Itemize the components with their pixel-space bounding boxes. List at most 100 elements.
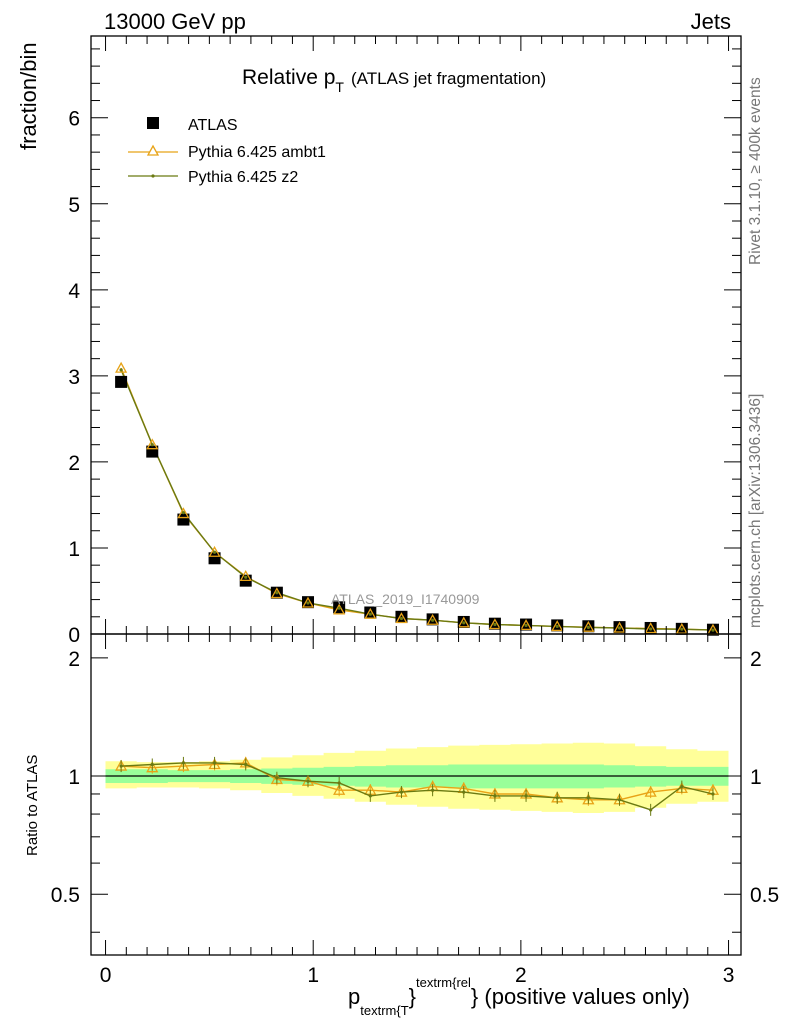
ratio-line-z2 (121, 762, 714, 811)
ambt1-point (457, 616, 470, 628)
x-tick-label: 3 (723, 964, 735, 987)
axes: 0 1 2 3 0 1 2 3 4 5 6 0.5 0.5 1 1 2 2 (51, 36, 779, 987)
z2-point (244, 575, 248, 579)
ratio-point-z2 (275, 776, 279, 780)
ambt1-point (426, 613, 439, 625)
rivet-label: Rivet 3.1.10, ≥ 400k events (747, 77, 764, 265)
z2-point (586, 625, 590, 629)
y-tick-label: 3 (68, 366, 80, 389)
ratio-point-z2 (399, 790, 404, 794)
ratio-point-z2 (337, 781, 341, 785)
z2-point (368, 612, 372, 616)
ratio-y-tick-label-right: 2 (750, 648, 762, 671)
legend-marker-z2 (151, 174, 155, 178)
atlas-point (115, 375, 128, 388)
ratio-point-ambt1 (644, 785, 657, 797)
ratio-point-z2 (586, 796, 590, 800)
atlas-point (177, 513, 190, 526)
ambt1-point (115, 361, 128, 373)
x-tick-label: 0 (100, 964, 112, 987)
ambt1-point (177, 507, 190, 519)
ambt1-point (519, 619, 533, 631)
ambt1-point (301, 596, 315, 608)
z2-point (181, 511, 186, 515)
ratio-y-axis-label: Ratio to ATLAS (24, 755, 41, 856)
ambt1-point (395, 612, 408, 624)
ratio-point-z2 (368, 794, 372, 798)
chart-title: Relative pT (ATLAS jet fragmentation) (242, 66, 546, 95)
ratio-point-z2 (711, 792, 715, 796)
ratio-point-z2 (150, 762, 154, 767)
ambt1-point (208, 545, 221, 557)
ratio-frame (90, 633, 742, 956)
x-tick-label: 2 (515, 964, 527, 987)
y-tick-label: 0 (68, 624, 80, 647)
ratio-point-z2 (493, 794, 497, 798)
ratio-point-z2 (181, 761, 186, 765)
ambt1-point (488, 618, 502, 630)
z2-point (649, 627, 653, 631)
x-tick-label: 1 (307, 964, 319, 987)
z2-point (212, 550, 217, 554)
legend-marker-atlas (147, 117, 159, 129)
ratio-y-tick-label-right: 1 (750, 766, 762, 789)
ratio-point-z2 (617, 798, 622, 802)
z2-point (680, 627, 684, 631)
ratio-panel (105, 742, 729, 816)
main-panel (115, 361, 720, 636)
x-axis-label: ptextrm{T}textrm{rel} (positive values o… (348, 975, 690, 1018)
ratio-y-tick-label-left: 2 (68, 648, 80, 671)
y-tick-label: 6 (68, 108, 80, 131)
ratio-point-z2 (306, 779, 310, 783)
ratio-point-z2 (244, 762, 248, 767)
ratio-point-z2 (431, 788, 435, 792)
ratio-point-ambt1 (146, 761, 159, 773)
x-axis-label-rest: } (positive values only) (471, 984, 690, 1009)
ratio-y-tick-label-right: 0.5 (750, 884, 779, 907)
z2-point (306, 601, 310, 605)
z2-point (462, 621, 466, 625)
y-axis-label: fraction/bin (16, 42, 41, 150)
z2-point (119, 368, 123, 372)
ratio-y-tick-label-left: 1 (68, 766, 80, 789)
ratio-point-z2 (212, 761, 217, 765)
ambt1-point (364, 607, 377, 619)
mcplots-label: mcplots.cern.ch [arXiv:1306.3436] (747, 394, 764, 628)
ambt1-point (644, 622, 657, 634)
x-axis-label-brace: } (409, 984, 416, 1009)
ratio-point-z2 (524, 794, 528, 798)
legend-marker-ambt1 (146, 144, 160, 156)
ratio-point-ambt1 (177, 759, 190, 771)
x-axis-label-sup: textrm{rel (416, 975, 471, 990)
ratio-y-tick-label-left: 0.5 (51, 884, 80, 907)
process-label: Jets (691, 9, 731, 34)
z2-point (493, 622, 497, 627)
z2-point (617, 626, 622, 630)
ambt1-point (551, 620, 564, 632)
z2-point (431, 618, 435, 622)
z2-point (150, 443, 154, 447)
ambt1-point (239, 570, 252, 582)
x-axis-label-sub: textrm{T (360, 1003, 408, 1018)
legend-label-z2: Pythia 6.425 z2 (188, 169, 298, 186)
ambt1-point (333, 603, 346, 615)
collision-label: 13000 GeV pp (104, 9, 246, 34)
ambt1-point (675, 622, 688, 634)
ratio-point-z2 (680, 784, 684, 789)
ambt1-point (270, 587, 283, 599)
z2-point (711, 628, 715, 632)
y-tick-label: 2 (68, 452, 80, 475)
y-tick-label: 4 (68, 280, 80, 303)
z2-point (524, 623, 528, 627)
y-tick-label: 1 (68, 538, 80, 561)
z2-point (555, 624, 559, 629)
ambt1-point (146, 438, 159, 450)
legend-label-ambt1: Pythia 6.425 ambt1 (188, 144, 326, 161)
ratio-point-z2 (119, 764, 123, 768)
legend: ATLAS Pythia 6.425 ambt1 Pythia 6.425 z2 (128, 117, 326, 186)
z2-point (337, 606, 341, 610)
chart-title-sub: T (335, 79, 344, 95)
z2-point (399, 616, 404, 621)
atlas-point (208, 552, 221, 565)
